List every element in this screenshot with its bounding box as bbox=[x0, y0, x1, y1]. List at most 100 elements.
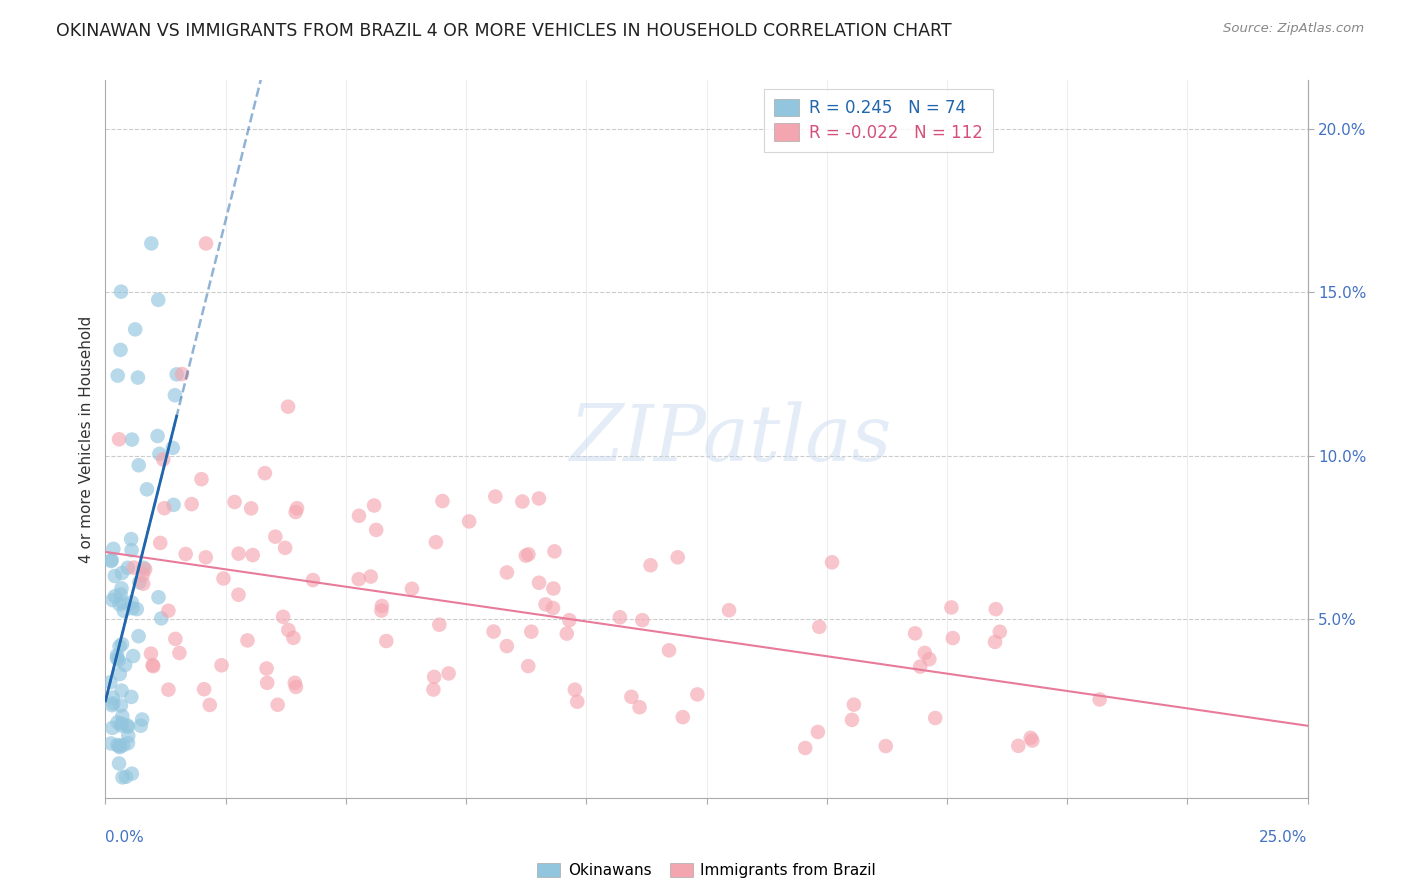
Point bbox=[110, 698, 132, 713]
Point bbox=[103, 696, 125, 710]
Point bbox=[120, 532, 142, 546]
Point bbox=[256, 661, 278, 675]
Point bbox=[198, 698, 221, 712]
Point bbox=[142, 658, 165, 673]
Point bbox=[121, 433, 143, 447]
Point bbox=[108, 432, 131, 446]
Point bbox=[112, 739, 135, 753]
Point bbox=[170, 367, 193, 381]
Point bbox=[527, 575, 550, 590]
Point bbox=[110, 683, 132, 698]
Point bbox=[228, 588, 250, 602]
Point bbox=[256, 676, 278, 690]
Point bbox=[101, 690, 124, 705]
Point bbox=[240, 501, 263, 516]
Point bbox=[114, 657, 136, 672]
Point bbox=[163, 388, 186, 402]
Point bbox=[910, 659, 932, 673]
Point bbox=[266, 698, 288, 712]
Point bbox=[609, 610, 631, 624]
Point bbox=[117, 718, 139, 732]
Point bbox=[425, 535, 447, 549]
Point bbox=[128, 458, 150, 473]
Point bbox=[558, 613, 581, 627]
Point bbox=[482, 624, 505, 639]
Point bbox=[658, 643, 681, 657]
Point bbox=[302, 573, 325, 587]
Point bbox=[111, 637, 134, 651]
Point bbox=[541, 601, 564, 615]
Point bbox=[672, 710, 695, 724]
Point bbox=[108, 756, 131, 771]
Point bbox=[110, 719, 132, 733]
Point bbox=[193, 682, 215, 697]
Point bbox=[101, 721, 124, 735]
Point bbox=[914, 646, 936, 660]
Point bbox=[108, 640, 131, 654]
Point bbox=[139, 647, 162, 661]
Point bbox=[101, 593, 124, 607]
Point bbox=[437, 666, 460, 681]
Point bbox=[495, 639, 517, 653]
Point bbox=[347, 572, 370, 586]
Point bbox=[157, 604, 180, 618]
Point bbox=[432, 494, 454, 508]
Point bbox=[941, 600, 963, 615]
Point bbox=[104, 569, 127, 583]
Point bbox=[484, 490, 506, 504]
Point bbox=[174, 547, 197, 561]
Text: OKINAWAN VS IMMIGRANTS FROM BRAZIL 4 OR MORE VEHICLES IN HOUSEHOLD CORRELATION C: OKINAWAN VS IMMIGRANTS FROM BRAZIL 4 OR … bbox=[56, 22, 952, 40]
Point bbox=[121, 766, 143, 780]
Point bbox=[640, 558, 662, 573]
Point bbox=[228, 547, 250, 561]
Point bbox=[875, 739, 897, 753]
Point bbox=[117, 561, 139, 575]
Point bbox=[107, 368, 129, 383]
Point bbox=[117, 729, 139, 743]
Point bbox=[100, 553, 122, 567]
Point bbox=[1088, 692, 1111, 706]
Point bbox=[984, 602, 1007, 616]
Point bbox=[108, 740, 131, 755]
Point bbox=[180, 497, 202, 511]
Point bbox=[988, 624, 1011, 639]
Point bbox=[141, 236, 163, 251]
Point bbox=[543, 544, 565, 558]
Point bbox=[904, 626, 927, 640]
Point bbox=[111, 709, 134, 723]
Point bbox=[567, 695, 589, 709]
Point bbox=[110, 582, 132, 596]
Point bbox=[666, 550, 689, 565]
Point bbox=[100, 675, 122, 690]
Point bbox=[162, 441, 184, 455]
Point bbox=[808, 620, 831, 634]
Point bbox=[236, 633, 259, 648]
Point bbox=[517, 547, 540, 561]
Point bbox=[117, 736, 139, 750]
Point bbox=[422, 682, 444, 697]
Point bbox=[129, 719, 152, 733]
Point bbox=[794, 741, 817, 756]
Point bbox=[105, 648, 128, 663]
Point bbox=[512, 494, 534, 508]
Point bbox=[224, 495, 246, 509]
Point bbox=[194, 550, 217, 565]
Point bbox=[101, 698, 124, 713]
Point bbox=[841, 713, 863, 727]
Point bbox=[107, 738, 129, 752]
Point bbox=[375, 634, 398, 648]
Point bbox=[686, 687, 709, 701]
Point bbox=[122, 560, 145, 574]
Point bbox=[520, 624, 543, 639]
Point bbox=[195, 236, 218, 251]
Point bbox=[112, 604, 135, 618]
Point bbox=[543, 582, 565, 596]
Text: Source: ZipAtlas.com: Source: ZipAtlas.com bbox=[1223, 22, 1364, 36]
Point bbox=[132, 567, 155, 582]
Point bbox=[110, 716, 132, 731]
Point bbox=[121, 543, 143, 558]
Point bbox=[166, 368, 188, 382]
Point bbox=[108, 667, 131, 681]
Point bbox=[110, 285, 132, 299]
Point bbox=[128, 575, 150, 590]
